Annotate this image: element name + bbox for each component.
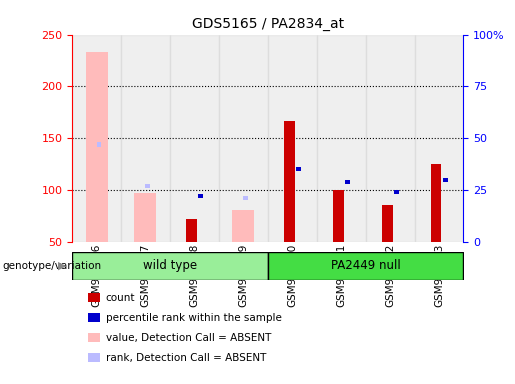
Bar	[382, 205, 392, 242]
Title: GDS5165 / PA2834_at: GDS5165 / PA2834_at	[192, 17, 344, 31]
Bar	[284, 121, 295, 242]
Bar	[85, 52, 108, 242]
Bar	[170, 35, 219, 242]
Bar	[243, 196, 248, 200]
Bar	[345, 180, 350, 184]
Text: genotype/variation: genotype/variation	[3, 261, 101, 271]
Bar	[145, 184, 150, 188]
Bar	[97, 142, 101, 147]
Bar	[366, 35, 415, 242]
Text: PA2449 null: PA2449 null	[331, 260, 401, 272]
Bar	[268, 252, 464, 280]
Bar	[431, 164, 441, 242]
Text: percentile rank within the sample: percentile rank within the sample	[106, 313, 282, 323]
Bar	[443, 178, 448, 182]
Text: rank, Detection Call = ABSENT: rank, Detection Call = ABSENT	[106, 353, 266, 362]
Bar	[394, 190, 399, 194]
Bar	[72, 252, 268, 280]
Text: value, Detection Call = ABSENT: value, Detection Call = ABSENT	[106, 333, 271, 343]
Bar	[333, 190, 344, 242]
Bar	[198, 194, 203, 199]
Text: wild type: wild type	[143, 260, 197, 272]
Bar	[134, 193, 157, 242]
Bar	[296, 167, 301, 171]
Bar	[232, 210, 254, 242]
Bar	[317, 35, 366, 242]
Text: ▶: ▶	[58, 261, 66, 271]
Text: count: count	[106, 293, 135, 303]
Bar	[415, 35, 464, 242]
Bar	[121, 35, 170, 242]
Bar	[72, 35, 121, 242]
Bar	[186, 219, 197, 242]
Bar	[219, 35, 268, 242]
Bar	[268, 35, 317, 242]
